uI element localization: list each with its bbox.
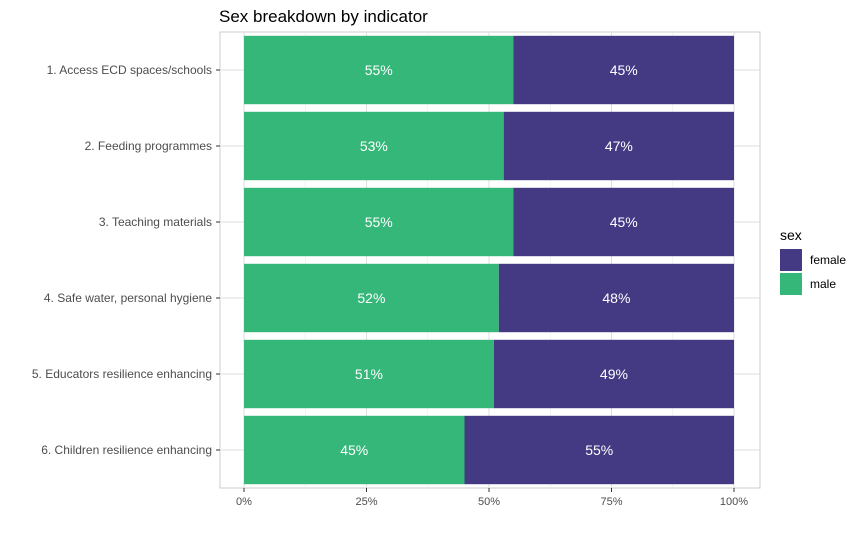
bar-female — [513, 187, 734, 257]
x-tick-label: 25% — [355, 496, 377, 508]
category-label: 4. Safe water, personal hygiene — [44, 291, 212, 305]
bar-label-male: 55% — [365, 214, 393, 230]
bar-female — [498, 263, 734, 333]
bar-male — [244, 187, 514, 257]
bar-male — [244, 415, 465, 485]
legend: sex female male — [780, 227, 846, 295]
bar-female — [464, 415, 734, 485]
category-label: 2. Feeding programmes — [85, 139, 212, 153]
bars — [244, 35, 734, 485]
bar-male — [244, 111, 504, 181]
bar-label-female: 55% — [585, 442, 613, 458]
bar-female — [493, 339, 734, 409]
x-tick-label: 75% — [600, 496, 622, 508]
category-label: 1. Access ECD spaces/schools — [47, 63, 212, 77]
bar-male — [244, 35, 514, 105]
bar-label-female: 47% — [605, 138, 633, 154]
bar-label-female: 45% — [610, 214, 638, 230]
legend-label-female: female — [810, 253, 846, 267]
legend-swatch-female — [780, 249, 802, 271]
category-label: 6. Children resilience enhancing — [41, 443, 212, 457]
bar-male — [244, 339, 494, 409]
plot-panel — [219, 31, 761, 489]
x-axis: 0% 25% 50% 75% 100% — [236, 488, 748, 508]
chart-title: Sex breakdown by indicator — [219, 7, 428, 26]
legend-label-male: male — [810, 277, 836, 291]
bar-female — [513, 35, 734, 105]
y-axis: 1. Access ECD spaces/schools 2. Feeding p… — [32, 63, 220, 457]
bar-label-female: 48% — [602, 290, 630, 306]
bar-label-male: 51% — [355, 366, 383, 382]
bar-label-male: 52% — [357, 290, 385, 306]
bar-male — [244, 263, 499, 333]
bar-label-male: 45% — [340, 442, 368, 458]
bar-female — [503, 111, 734, 181]
category-label: 3. Teaching materials — [99, 215, 212, 229]
bar-label-female: 45% — [610, 62, 638, 78]
x-tick-label: 50% — [478, 496, 500, 508]
x-tick-label: 0% — [236, 496, 252, 508]
legend-title: sex — [780, 227, 802, 243]
category-label: 5. Educators resilience enhancing — [32, 367, 212, 381]
x-tick-label: 100% — [720, 496, 748, 508]
legend-swatch-male — [780, 273, 802, 295]
bar-labels: 55% 45% 53% 47% 55% 45% 52% 48% 51% 49% 45% 55% — [340, 62, 638, 458]
bar-label-female: 49% — [600, 366, 628, 382]
bar-label-male: 53% — [360, 138, 388, 154]
bar-label-male: 55% — [365, 62, 393, 78]
